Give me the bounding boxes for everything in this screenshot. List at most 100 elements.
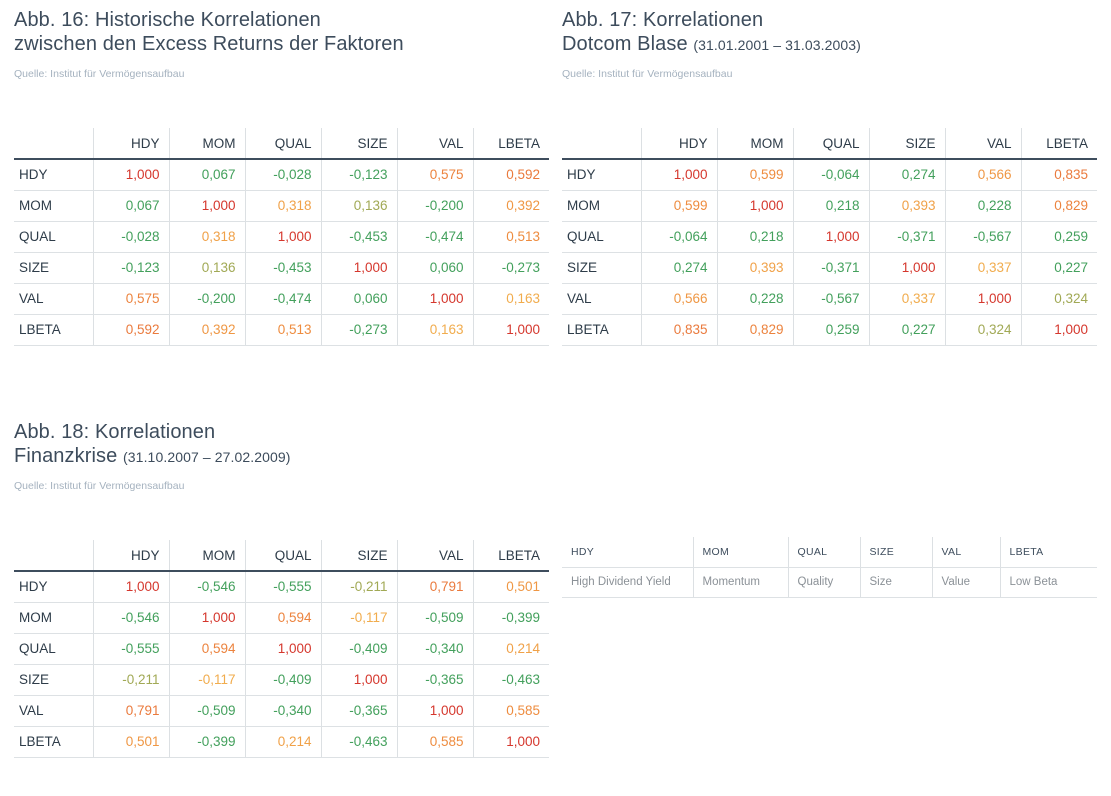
matrix-header-row: HDY MOM QUAL SIZE VAL LBETA — [562, 128, 1097, 160]
correlation-cell: 1,000 — [168, 602, 245, 634]
correlation-cell: 0,227 — [1020, 252, 1097, 284]
matrix-row-hdy: HDY 1,000 -0,546 -0,555 -0,211 0,791 0,501 — [14, 571, 549, 603]
row-label-hdy: HDY — [562, 159, 641, 191]
correlation-cell: -0,064 — [640, 221, 717, 253]
correlation-cell: 0,218 — [792, 190, 869, 222]
figure-title: Abb. 18: Korrelationen Finanzkrise (31.10… — [14, 420, 549, 469]
correlation-cell: -0,463 — [472, 664, 549, 696]
factor-legend-table: HDY MOM QUAL SIZE VAL LBETA High Dividend Yiel… — [562, 537, 1097, 598]
matrix-row-mom: MOM -0,546 1,000 0,594 -0,117 -0,509 -0,399 — [14, 602, 549, 634]
matrix-row-val: VAL 0,791 -0,509 -0,340 -0,365 1,000 0,585 — [14, 695, 549, 727]
column-header-lbeta: LBETA — [472, 540, 549, 572]
correlation-cell: 0,575 — [92, 283, 169, 315]
correlation-cell: 0,566 — [640, 283, 717, 315]
legend-value: Low Beta — [999, 567, 1097, 598]
correlation-cell: 0,791 — [92, 695, 169, 727]
correlation-cell: 1,000 — [472, 314, 549, 346]
correlation-cell: 0,214 — [472, 633, 549, 665]
row-label-size: SIZE — [14, 664, 93, 696]
column-header-lbeta: LBETA — [472, 128, 549, 160]
correlation-cell: 1,000 — [244, 221, 321, 253]
column-header-qual: QUAL — [244, 540, 321, 572]
correlation-cell: -0,546 — [168, 571, 245, 603]
correlation-cell: -0,567 — [944, 221, 1021, 253]
figure-title: Abb. 17: Korrelationen Dotcom Blase (31.0… — [562, 8, 1097, 57]
correlation-cell: -0,365 — [320, 695, 397, 727]
correlation-cell: 0,060 — [396, 252, 473, 284]
correlation-cell: 0,228 — [944, 190, 1021, 222]
correlation-cell: 1,000 — [640, 159, 717, 191]
correlation-cell: -0,567 — [792, 283, 869, 315]
source-note: Quelle: Institut für Vermögensaufbau — [562, 68, 733, 80]
figure-title-note: (31.01.2001 – 31.03.2003) — [693, 37, 861, 53]
correlation-cell: 0,599 — [640, 190, 717, 222]
correlation-cell: -0,117 — [168, 664, 245, 696]
correlation-cell: 0,324 — [1020, 283, 1097, 315]
correlation-cell: 1,000 — [396, 283, 473, 315]
correlation-cell: 0,163 — [472, 283, 549, 315]
legend-header-qual: QUAL — [787, 537, 860, 568]
correlation-cell: 0,501 — [92, 726, 169, 758]
column-header-mom: MOM — [168, 540, 245, 572]
matrix-row-mom: MOM 0,067 1,000 0,318 0,136 -0,200 0,392 — [14, 190, 549, 222]
correlation-cell: 0,599 — [716, 159, 793, 191]
correlation-cell: -0,371 — [792, 252, 869, 284]
correlation-cell: 1,000 — [868, 252, 945, 284]
row-label-hdy: HDY — [14, 159, 93, 191]
correlation-cell: -0,463 — [320, 726, 397, 758]
correlation-cell: -0,409 — [320, 633, 397, 665]
correlation-cell: 0,829 — [716, 314, 793, 346]
correlation-cell: 0,337 — [868, 283, 945, 315]
row-label-lbeta: LBETA — [14, 726, 93, 758]
correlation-cell: 0,318 — [244, 190, 321, 222]
legend-header-lbeta: LBETA — [999, 537, 1097, 568]
matrix-row-hdy: HDY 1,000 0,599 -0,064 0,274 0,566 0,835 — [562, 159, 1097, 191]
correlation-cell: -0,028 — [244, 159, 321, 191]
correlation-table-abb18: HDY MOM QUAL SIZE VAL LBETA HDY 1,000 -0,546 -0,5… — [14, 540, 549, 758]
matrix-row-size: SIZE -0,211 -0,117 -0,409 1,000 -0,365 -0,463 — [14, 664, 549, 696]
row-label-mom: MOM — [14, 602, 93, 634]
column-header-hdy: HDY — [640, 128, 717, 160]
row-label-val: VAL — [562, 283, 641, 315]
correlation-cell: 0,337 — [944, 252, 1021, 284]
matrix-row-qual: QUAL -0,064 0,218 1,000 -0,371 -0,567 0,259 — [562, 221, 1097, 253]
correlation-cell: 0,274 — [868, 159, 945, 191]
figure-abb16: Abb. 16: Historische Korrelationen zwisch… — [14, 8, 549, 346]
column-header-val: VAL — [396, 540, 473, 572]
matrix-row-qual: QUAL -0,028 0,318 1,000 -0,453 -0,474 0,513 — [14, 221, 549, 253]
correlation-cell: -0,064 — [792, 159, 869, 191]
column-header-size: SIZE — [868, 128, 945, 160]
correlation-cell: -0,546 — [92, 602, 169, 634]
matrix-row-qual: QUAL -0,555 0,594 1,000 -0,409 -0,340 0,214 — [14, 633, 549, 665]
correlation-cell: 0,575 — [396, 159, 473, 191]
correlation-cell: 1,000 — [944, 283, 1021, 315]
corner-cell — [14, 128, 93, 160]
figure-title-line1: Abb. 17: Korrelationen — [562, 9, 764, 31]
correlation-cell: 0,513 — [472, 221, 549, 253]
row-label-val: VAL — [14, 695, 93, 727]
column-header-hdy: HDY — [92, 128, 169, 160]
correlation-cell: -0,509 — [396, 602, 473, 634]
figure-title-line1: Abb. 16: Historische Korrelationen — [14, 9, 321, 31]
correlation-cell: 0,136 — [168, 252, 245, 284]
correlation-cell: 0,392 — [168, 314, 245, 346]
correlation-cell: -0,474 — [244, 283, 321, 315]
row-label-lbeta: LBETA — [14, 314, 93, 346]
source-note: Quelle: Institut für Vermögensaufbau — [14, 480, 185, 492]
figure-title-line2: Dotcom Blase — [562, 33, 688, 55]
row-label-lbeta: LBETA — [562, 314, 641, 346]
correlation-cell: -0,399 — [168, 726, 245, 758]
legend-header-row: HDY MOM QUAL SIZE VAL LBETA — [562, 537, 1097, 568]
correlation-table-abb17: HDY MOM QUAL SIZE VAL LBETA HDY 1,000 0,599 -0,06… — [562, 128, 1097, 346]
correlation-cell: 1,000 — [472, 726, 549, 758]
correlation-cell: 0,163 — [396, 314, 473, 346]
correlation-cell: -0,555 — [244, 571, 321, 603]
correlation-cell: 0,585 — [472, 695, 549, 727]
corner-cell — [14, 540, 93, 572]
column-header-hdy: HDY — [92, 540, 169, 572]
correlation-cell: -0,340 — [244, 695, 321, 727]
legend-header-size: SIZE — [859, 537, 932, 568]
correlation-cell: -0,453 — [320, 221, 397, 253]
correlation-cell: 0,393 — [716, 252, 793, 284]
